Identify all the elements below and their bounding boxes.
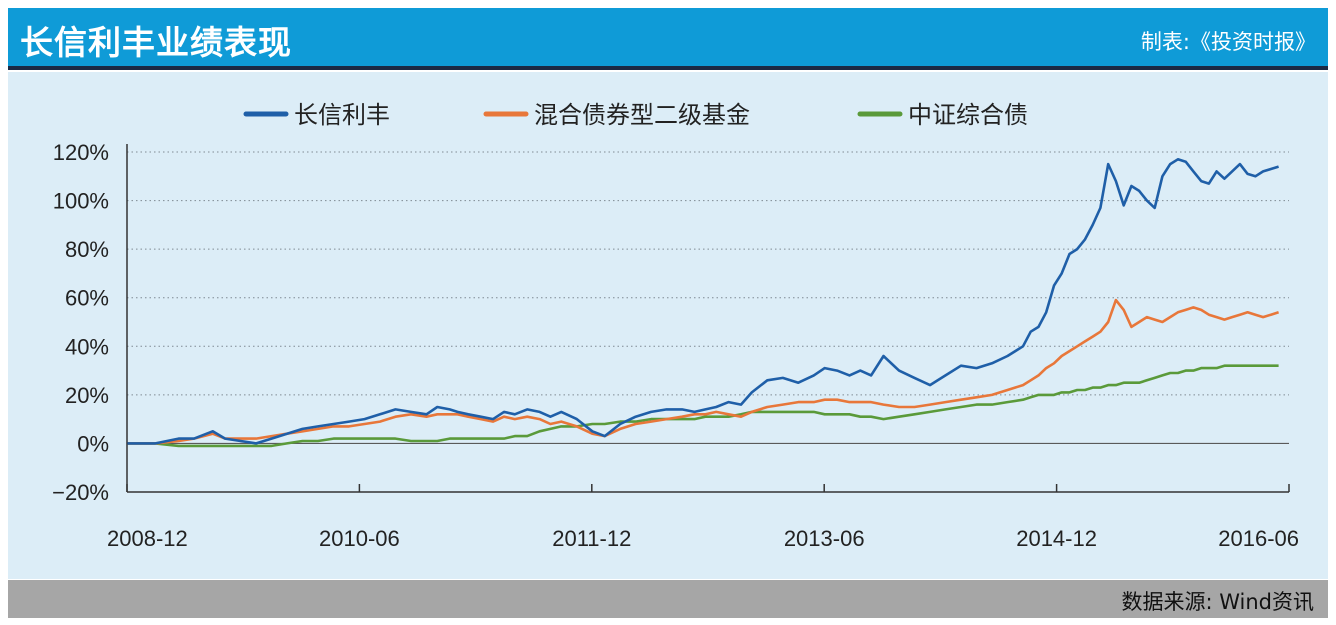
data-source: 数据来源: Wind资讯 bbox=[1121, 590, 1314, 614]
y-tick-label: 0% bbox=[77, 431, 109, 456]
x-tick-label: 2014-12 bbox=[1016, 526, 1097, 551]
y-tick-label: 120% bbox=[53, 140, 109, 165]
series-line-1 bbox=[127, 158, 1279, 445]
y-tick-label: 60% bbox=[65, 286, 109, 311]
y-tick-label: 100% bbox=[53, 189, 109, 214]
footer-bar: 数据来源: Wind资讯 bbox=[8, 580, 1328, 618]
chart-title: 长信利丰业绩表现 bbox=[20, 23, 292, 62]
plot-panel: 120% 100% 80% 60% 40% 20% 0% −20% 2008-12 2010-06… bbox=[8, 72, 1328, 579]
header-divider bbox=[8, 66, 1328, 70]
legend-label: 中证综合债 bbox=[908, 101, 1028, 129]
legend-label: 长信利丰 bbox=[294, 101, 390, 129]
legend-label: 混合债券型二级基金 bbox=[534, 101, 750, 129]
y-tick-label: 20% bbox=[65, 383, 109, 408]
x-tick-label: 2008-12 bbox=[107, 526, 188, 551]
chart-credit: 制表:《投资时报》 bbox=[1140, 30, 1316, 54]
series-line-2 bbox=[127, 298, 1279, 445]
x-tick-label: 2011-12 bbox=[552, 526, 631, 551]
series-line-3 bbox=[127, 364, 1279, 448]
y-tick-label: −20% bbox=[52, 480, 109, 505]
x-tick-label: 2010-06 bbox=[319, 526, 400, 551]
y-tick-label: 80% bbox=[65, 237, 109, 262]
line-chart: 120% 100% 80% 60% 40% 20% 0% −20% 2008-12 2010-06… bbox=[52, 101, 1299, 551]
y-tick-label: 40% bbox=[65, 334, 109, 359]
x-tick-label: 2016-06 bbox=[1218, 526, 1299, 551]
x-tick-label: 2013-06 bbox=[784, 526, 865, 551]
header-bar: 长信利丰业绩表现 制表:《投资时报》 bbox=[8, 8, 1328, 66]
